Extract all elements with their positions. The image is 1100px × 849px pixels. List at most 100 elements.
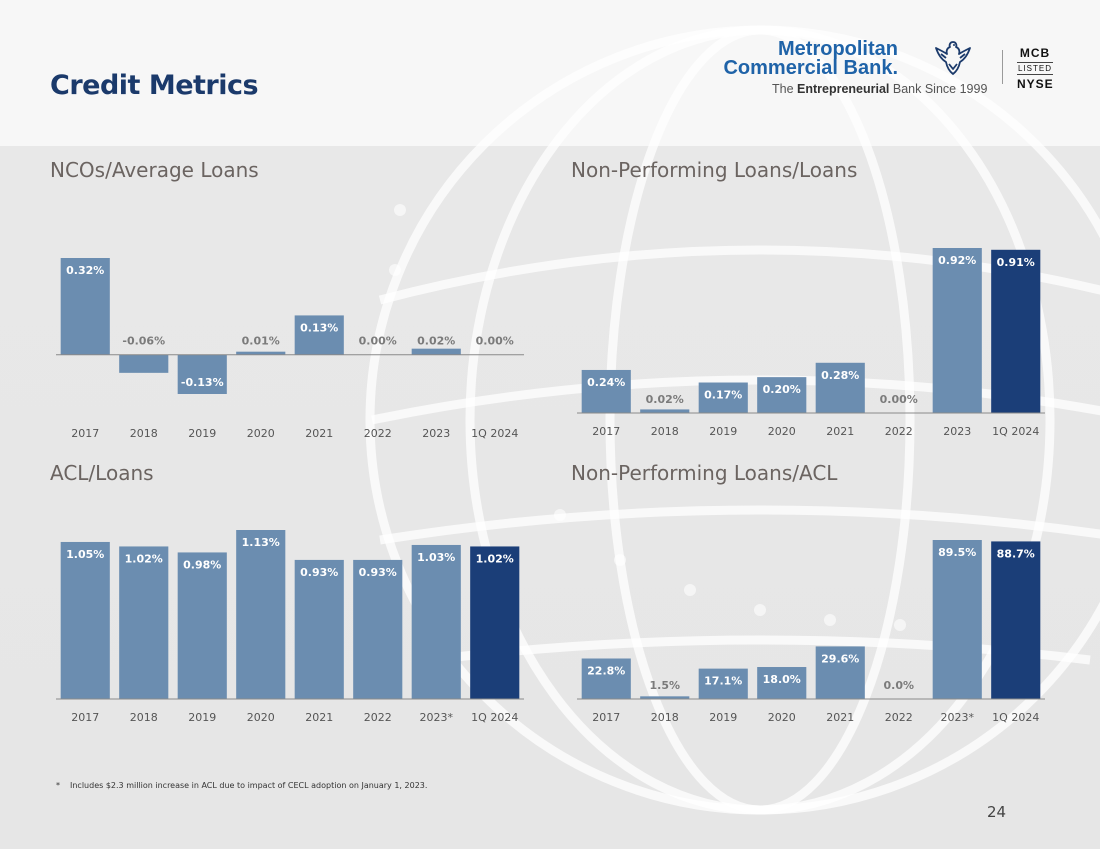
tick-label: 2020	[247, 711, 275, 724]
data-label: 0.20%	[763, 383, 801, 396]
data-label: 18.0%	[763, 673, 801, 686]
bar-2017	[60, 258, 110, 355]
data-label: 22.8%	[587, 664, 625, 677]
tick-label: 1Q 2024	[471, 427, 518, 440]
data-label: 0.92%	[938, 254, 976, 267]
data-label: 0.13%	[300, 321, 338, 334]
data-label: 1.13%	[242, 536, 280, 549]
data-label: 0.02%	[417, 335, 455, 348]
data-label: 29.6%	[821, 652, 859, 665]
data-label: 0.91%	[997, 256, 1035, 269]
data-label: 1.03%	[417, 551, 455, 564]
bar-2023	[932, 248, 982, 413]
data-label: -0.06%	[122, 335, 165, 348]
data-label: 0.02%	[646, 393, 684, 406]
bar-1q2024	[470, 546, 520, 699]
data-label: 0.24%	[587, 376, 625, 389]
tick-label: 1Q 2024	[992, 711, 1039, 724]
tick-label: 2022	[364, 427, 392, 440]
bar-2021	[815, 362, 865, 413]
tick-labels: 2017 2018 2019 2020 2021 2022 2023* 1Q 2024	[71, 711, 518, 724]
tick-label: 2019	[709, 711, 737, 724]
bar-2019	[177, 552, 227, 699]
chart-title: Non-Performing Loans/ACL	[571, 461, 838, 485]
logo-name-line2: Commercial Bank.	[723, 57, 898, 79]
data-label: 0.00%	[359, 335, 397, 348]
header-band	[0, 0, 1100, 146]
logo-divider	[1002, 50, 1003, 84]
tick-label: 2022	[364, 711, 392, 724]
bar-2022	[353, 559, 403, 699]
tagline-suffix: Bank Since 1999	[889, 82, 988, 96]
tick-label: 2023	[422, 427, 450, 440]
data-label: 0.93%	[300, 566, 338, 579]
tick-label: 2019	[188, 711, 216, 724]
tick-label: 2018	[130, 427, 158, 440]
data-label: 1.5%	[649, 679, 680, 692]
data-label: 88.7%	[997, 547, 1035, 560]
tick-label: 2021	[826, 711, 854, 724]
data-label: 0.17%	[704, 389, 742, 402]
bar-2021	[294, 559, 344, 699]
bank-logo: Metropolitan Commercial Bank. The Entrep…	[723, 36, 1060, 102]
logo-name-line1: Metropolitan	[778, 38, 898, 60]
bars	[581, 540, 1041, 699]
bar-2017	[581, 369, 631, 413]
tick-label: 2018	[651, 425, 679, 438]
bar-2021	[294, 315, 344, 355]
footnote: * Includes $2.3 million increase in ACL d…	[56, 781, 427, 790]
eagle-icon	[935, 41, 971, 75]
bar-2017	[581, 658, 631, 699]
chart-ncos: 0.32% -0.06% -0.13% 0.01% 0.13% 0.00% 0.02% 0.0…	[56, 258, 524, 440]
data-label: 0.00%	[880, 393, 918, 406]
chart-title: ACL/Loans	[50, 461, 154, 485]
data-label: 1.02%	[125, 552, 163, 565]
page-title: Credit Metrics	[50, 70, 259, 101]
exchange-name: NYSE	[1017, 77, 1054, 91]
tick-label: 2021	[826, 425, 854, 438]
chart-panel-acl-loans: ACL/Loans 1.05% 1.02% 0.98% 1.13% 0.93% 0.93%…	[50, 461, 530, 751]
data-label: 0.28%	[821, 369, 859, 382]
bars	[60, 258, 461, 394]
data-labels: 22.8% 1.5% 17.1% 18.0% 29.6% 0.0% 89.5% 88.7%	[587, 546, 1035, 692]
bar-2017	[60, 541, 110, 699]
data-label: 0.01%	[242, 335, 280, 348]
bar-2018	[640, 409, 690, 413]
bar-2019	[177, 354, 227, 394]
tick-label: 2023*	[941, 711, 975, 724]
listed-label: LISTED	[1017, 62, 1053, 75]
tick-label: 2023	[943, 425, 971, 438]
data-label: 1.05%	[66, 548, 104, 561]
tick-label: 2019	[709, 425, 737, 438]
data-label: -0.13%	[181, 376, 224, 389]
tick-label: 2021	[305, 711, 333, 724]
tick-label: 2017	[71, 711, 99, 724]
footnote-marker: *	[56, 781, 60, 790]
data-label: 0.00%	[476, 335, 514, 348]
bar-2018	[119, 546, 169, 699]
chart-npl-acl: 22.8% 1.5% 17.1% 18.0% 29.6% 0.0% 89.5% 88.7% 20…	[577, 540, 1045, 724]
chart-panel-npl-acl: Non-Performing Loans/ACL 22.8% 1.5% 17.1% 1…	[571, 461, 1051, 751]
tick-labels: 2017 2018 2019 2020 2021 2022 2023 1Q 2024	[592, 425, 1039, 438]
tick-label: 2020	[768, 425, 796, 438]
bar-2023	[411, 348, 461, 355]
page-number: 24	[987, 803, 1007, 821]
chart-npl-loans: 0.24% 0.02% 0.17% 0.20% 0.28% 0.00% 0.92% 0.91%…	[577, 248, 1045, 438]
tick-label: 2023*	[420, 711, 454, 724]
tick-label: 2022	[885, 711, 913, 724]
bar-2018	[640, 696, 690, 699]
exchange-badge: MCB LISTED NYSE	[1017, 46, 1053, 91]
data-label: 17.1%	[704, 675, 742, 688]
bars	[581, 248, 1041, 413]
bar-2020	[236, 530, 286, 699]
bar-2020	[757, 667, 807, 699]
tick-labels: 2017 2018 2019 2020 2021 2022 2023* 1Q 2024	[592, 711, 1039, 724]
tick-label: 2022	[885, 425, 913, 438]
bar-1q2024	[991, 249, 1041, 413]
bar-2023	[932, 540, 982, 699]
tick-label: 1Q 2024	[471, 711, 518, 724]
tagline-bold: Entrepreneurial	[797, 82, 890, 96]
footnote-text: Includes $2.3 million increase in ACL du…	[70, 781, 428, 790]
bar-2018	[119, 354, 169, 373]
tick-label: 2017	[592, 425, 620, 438]
